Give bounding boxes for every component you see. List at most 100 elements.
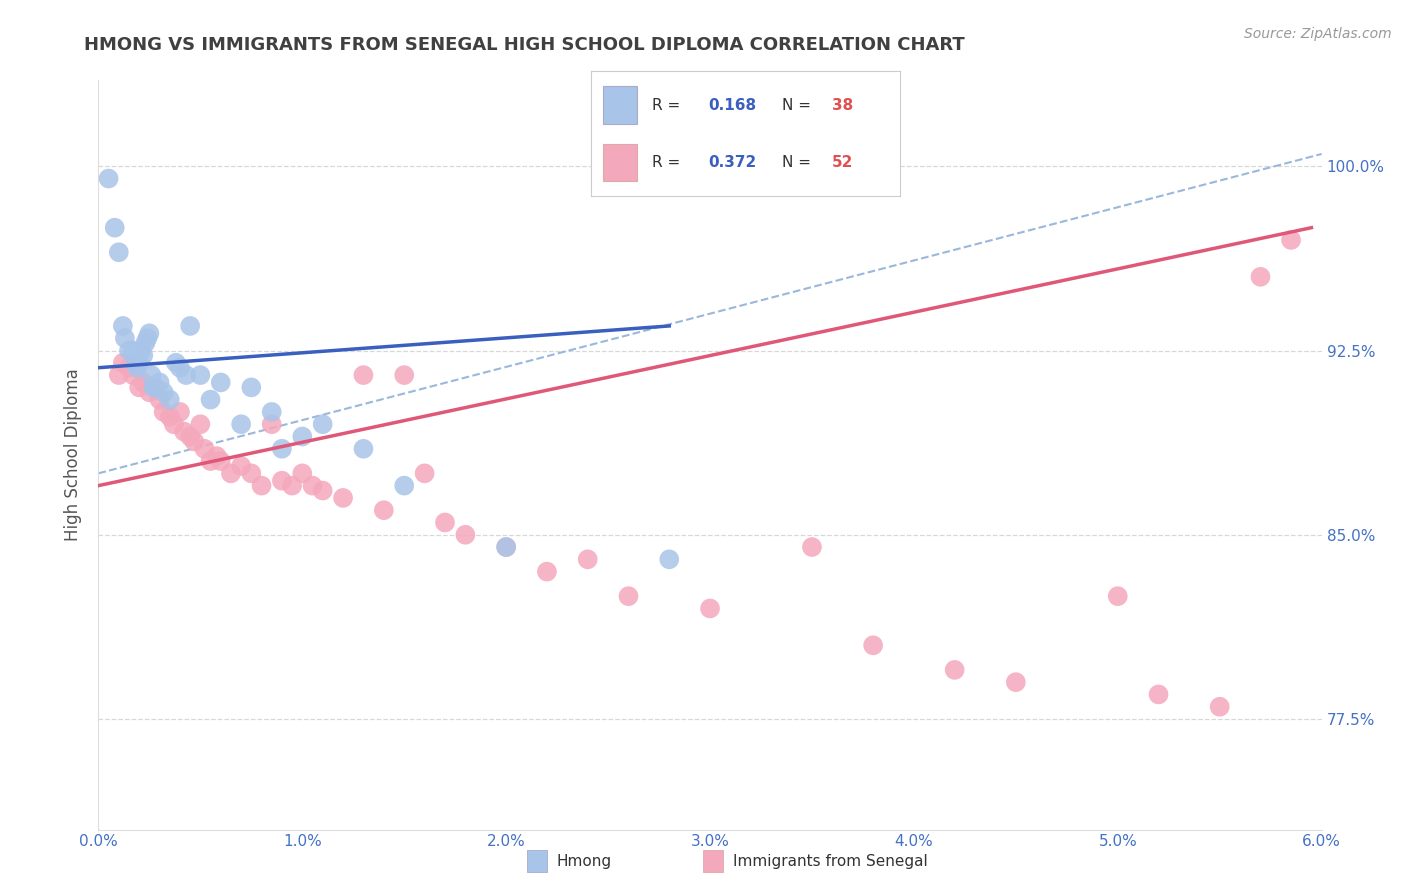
Point	[332, 491, 354, 505]
Point	[132, 376, 155, 390]
Point	[270, 474, 292, 488]
Text: N =: N =	[782, 97, 815, 112]
Point	[134, 336, 156, 351]
Point	[127, 360, 149, 375]
Point	[165, 356, 187, 370]
Point	[138, 326, 160, 341]
Point	[163, 417, 186, 432]
Y-axis label: High School Diploma: High School Diploma	[65, 368, 83, 541]
Point	[111, 356, 134, 370]
Point	[200, 392, 222, 407]
FancyBboxPatch shape	[603, 87, 637, 124]
Text: 0.168: 0.168	[709, 97, 756, 112]
Point	[141, 368, 163, 382]
Text: R =: R =	[652, 155, 686, 170]
Point	[291, 429, 314, 443]
Point	[104, 220, 127, 235]
Point	[229, 458, 253, 473]
Point	[118, 343, 141, 358]
Point	[152, 385, 174, 400]
Point	[128, 380, 150, 394]
Point	[454, 528, 477, 542]
Point	[188, 368, 211, 382]
Point	[136, 331, 159, 345]
Point	[240, 467, 263, 481]
Point	[801, 540, 824, 554]
Point	[311, 483, 335, 498]
Point	[149, 392, 172, 407]
Text: 0.372: 0.372	[709, 155, 756, 170]
Point	[152, 405, 174, 419]
Point	[658, 552, 681, 566]
Point	[193, 442, 215, 456]
Point	[179, 318, 201, 333]
Point	[943, 663, 966, 677]
Point	[159, 409, 181, 424]
Point	[174, 368, 197, 382]
Point	[495, 540, 517, 554]
Text: Source: ZipAtlas.com: Source: ZipAtlas.com	[1244, 27, 1392, 41]
Point	[118, 360, 141, 375]
Text: N =: N =	[782, 155, 815, 170]
Point	[138, 385, 160, 400]
Point	[179, 429, 201, 443]
Text: 52: 52	[832, 155, 853, 170]
Point	[188, 417, 211, 432]
Text: Immigrants from Senegal: Immigrants from Senegal	[733, 855, 928, 869]
Point	[169, 405, 191, 419]
Point	[108, 368, 131, 382]
Point	[311, 417, 335, 432]
FancyBboxPatch shape	[603, 144, 637, 181]
Point	[495, 540, 517, 554]
Point	[433, 516, 456, 530]
Point	[270, 442, 292, 456]
Point	[392, 478, 416, 492]
Point	[122, 368, 145, 382]
Text: Hmong: Hmong	[557, 855, 612, 869]
Point	[205, 449, 228, 463]
Point	[260, 417, 283, 432]
Point	[229, 417, 253, 432]
Text: 38: 38	[832, 97, 853, 112]
Point	[1208, 699, 1230, 714]
Point	[250, 478, 273, 492]
Point	[862, 638, 884, 652]
Text: HMONG VS IMMIGRANTS FROM SENEGAL HIGH SCHOOL DIPLOMA CORRELATION CHART: HMONG VS IMMIGRANTS FROM SENEGAL HIGH SC…	[84, 36, 965, 54]
Text: R =: R =	[652, 97, 686, 112]
Point	[260, 405, 283, 419]
Point	[219, 467, 242, 481]
Point	[617, 589, 640, 603]
Point	[108, 245, 131, 260]
Point	[576, 552, 599, 566]
Point	[373, 503, 395, 517]
Point	[149, 376, 172, 390]
Point	[132, 348, 155, 362]
Point	[352, 442, 374, 456]
Point	[111, 318, 134, 333]
Point	[142, 380, 165, 394]
Point	[142, 380, 165, 394]
Point	[145, 380, 167, 394]
Point	[1107, 589, 1129, 603]
Point	[281, 478, 304, 492]
Point	[392, 368, 416, 382]
Point	[209, 376, 232, 390]
Point	[124, 356, 146, 370]
Point	[114, 331, 136, 345]
Point	[200, 454, 222, 468]
Point	[291, 467, 314, 481]
Point	[699, 601, 721, 615]
Point	[1249, 269, 1271, 284]
Point	[129, 343, 152, 358]
Point	[183, 434, 205, 449]
Point	[352, 368, 374, 382]
Point	[209, 454, 232, 468]
Point	[128, 356, 150, 370]
Point	[1279, 233, 1302, 247]
Point	[240, 380, 263, 394]
Point	[1004, 675, 1026, 690]
Point	[301, 478, 323, 492]
Point	[169, 360, 191, 375]
Point	[173, 425, 195, 439]
Point	[1147, 688, 1170, 702]
